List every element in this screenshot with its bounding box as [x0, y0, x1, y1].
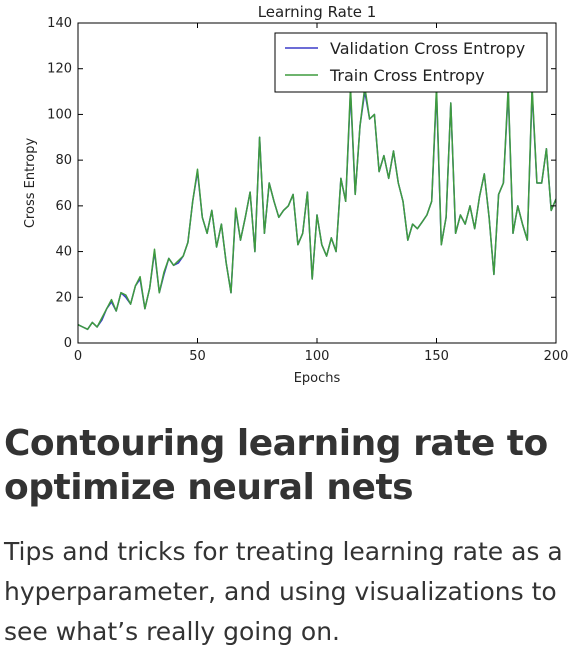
- y-tick-label: 0: [64, 336, 72, 351]
- y-tick-label: 100: [47, 107, 72, 122]
- y-tick-label: 20: [55, 290, 72, 305]
- x-tick-label: 0: [74, 349, 82, 364]
- y-axis-label: Cross Entropy: [23, 138, 38, 229]
- x-tick-label: 200: [544, 349, 569, 364]
- y-tick-label: 40: [55, 245, 72, 260]
- learning-rate-chart: Learning Rate 1 0 50 100 150 200 0 20 40 60 80 10…: [23, 3, 569, 386]
- legend-label-validation: Validation Cross Entropy: [330, 39, 525, 58]
- x-tick-label: 150: [424, 349, 449, 364]
- series-line-1: [78, 86, 556, 331]
- y-tick-label: 140: [47, 16, 72, 31]
- x-axis-label: Epochs: [294, 371, 341, 386]
- legend-label-train: Train Cross Entropy: [329, 66, 485, 85]
- y-axis: 0 20 40 60 80 100 120 140: [47, 16, 556, 351]
- y-tick-label: 120: [47, 62, 72, 77]
- chart-title: Learning Rate 1: [258, 3, 377, 21]
- series-layer: [78, 86, 556, 331]
- x-tick-label: 50: [189, 349, 206, 364]
- y-tick-label: 60: [55, 199, 72, 214]
- x-axis: 0 50 100 150 200: [74, 23, 569, 364]
- article-summary: Tips and tricks for treating learning ra…: [4, 537, 563, 646]
- series-line-0: [78, 90, 556, 331]
- y-tick-label: 80: [55, 153, 72, 168]
- article-headline[interactable]: Contouring learning rate to optimize neu…: [4, 423, 548, 508]
- x-tick-label: 100: [305, 349, 330, 364]
- legend: Validation Cross Entropy Train Cross Ent…: [274, 32, 548, 93]
- legend-frame: [274, 32, 548, 93]
